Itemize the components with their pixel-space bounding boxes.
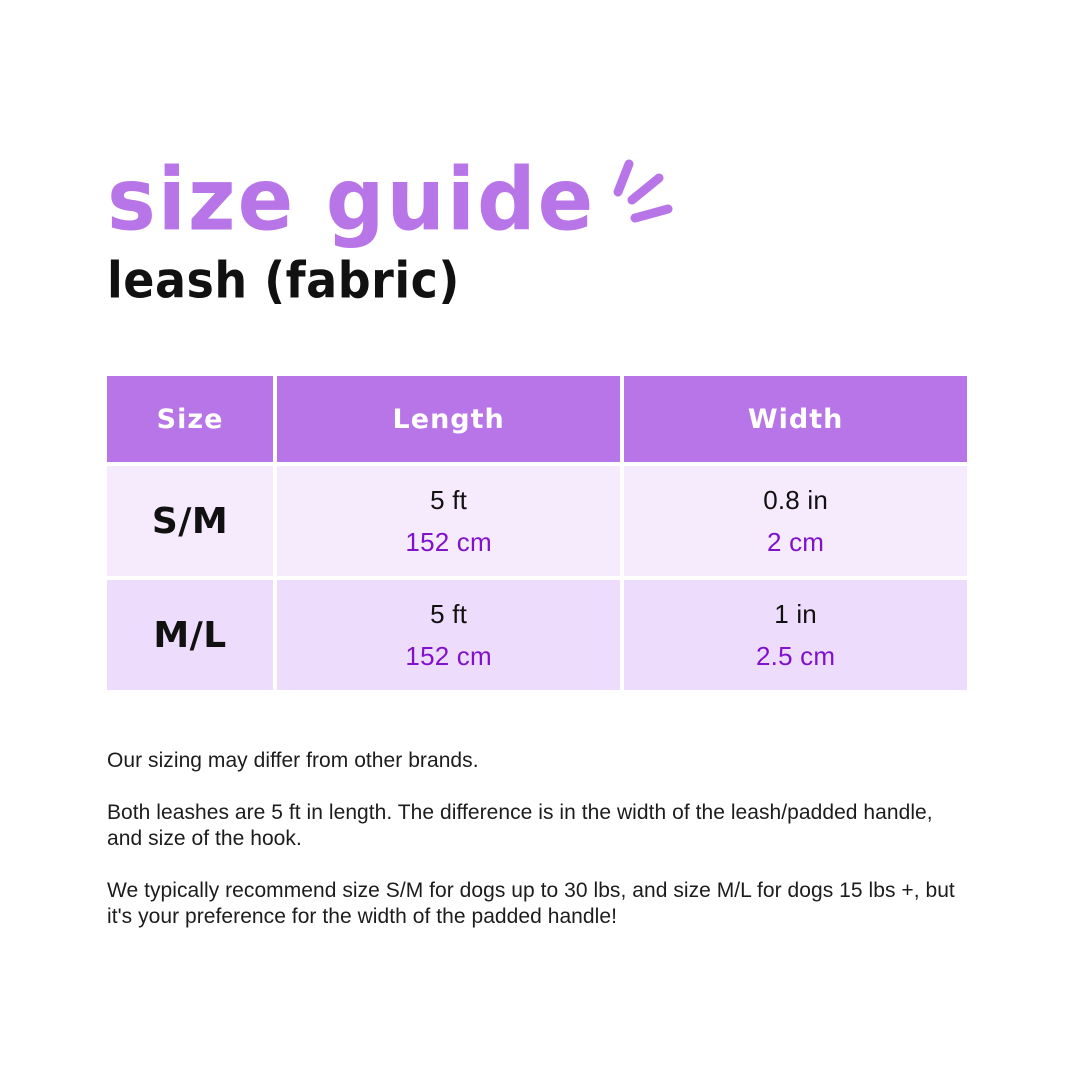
- cell-width: 1 in 2.5 cm: [624, 580, 967, 690]
- length-imperial-value: 5 ft: [430, 485, 468, 515]
- column-header-length: Length: [277, 376, 621, 462]
- page-title: size guide: [107, 150, 596, 251]
- size-chart-table: Size Length Width S/M 5 ft 152 cm 0.8 in…: [103, 372, 971, 694]
- table-header-row: Size Length Width: [107, 376, 967, 462]
- cell-size: M/L: [107, 580, 274, 690]
- table-body: S/M 5 ft 152 cm 0.8 in 2 cm M/L 5 ft 152…: [107, 466, 967, 690]
- page-subtitle: leash (fabric): [107, 251, 460, 310]
- width-imperial-value: 0.8 in: [763, 485, 828, 515]
- width-metric-value: 2 cm: [767, 527, 825, 557]
- sparkle-lines-icon: [613, 159, 673, 223]
- cell-length: 5 ft 152 cm: [277, 466, 621, 576]
- cell-width: 0.8 in 2 cm: [624, 466, 967, 576]
- table-header: Size Length Width: [107, 376, 967, 462]
- heading-block: size guide leash (fabric): [107, 150, 987, 309]
- width-metric-value: 2.5 cm: [755, 641, 836, 671]
- cell-length: 5 ft 152 cm: [277, 580, 621, 690]
- width-imperial-value: 1 in: [774, 599, 817, 629]
- length-imperial-value: 5 ft: [430, 599, 468, 629]
- note-sizing-differs: Our sizing may differ from other brands.: [107, 749, 479, 772]
- length-metric-value: 152 cm: [405, 527, 492, 557]
- title-row: size guide: [107, 150, 987, 251]
- length-metric-value: 152 cm: [405, 641, 492, 671]
- cell-size: S/M: [107, 466, 274, 576]
- note-leash-length: Both leashes are 5 ft in length. The dif…: [107, 801, 933, 850]
- column-header-width: Width: [624, 376, 967, 462]
- notes-section: Our sizing may differ from other brands.…: [107, 748, 969, 930]
- column-header-size: Size: [107, 376, 274, 462]
- table-row: S/M 5 ft 152 cm 0.8 in 2 cm: [107, 466, 967, 576]
- table-row: M/L 5 ft 152 cm 1 in 2.5 cm: [107, 580, 967, 690]
- note-recommendation: We typically recommend size S/M for dogs…: [107, 879, 955, 928]
